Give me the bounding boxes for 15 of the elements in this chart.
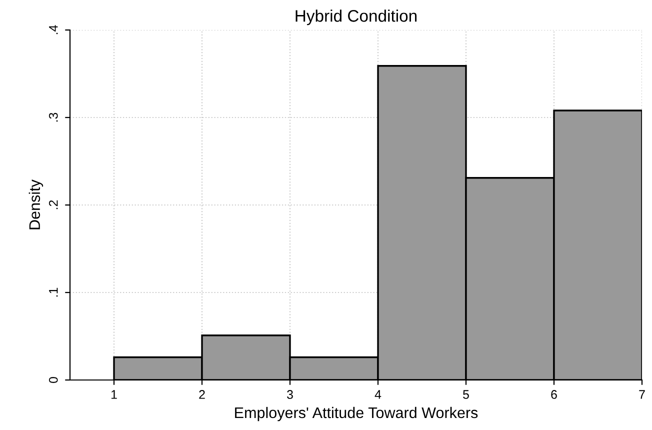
x-tick-label: 4 xyxy=(374,390,382,399)
y-tick-label: .4 xyxy=(49,25,58,34)
y-tick-label: .1 xyxy=(49,288,58,297)
y-tick-label: .3 xyxy=(48,112,58,122)
x-axis-title: Employers' Attitude Toward Workers xyxy=(235,406,478,422)
y-tick-label: .2 xyxy=(48,200,58,210)
y-axis-title: Density xyxy=(28,180,44,230)
x-tick-label: 5 xyxy=(463,390,469,399)
x-tick-label: 2 xyxy=(199,390,205,399)
x-tick-label: 6 xyxy=(551,390,557,399)
x-tick-label: 7 xyxy=(639,390,645,399)
x-tick-label: 3 xyxy=(287,390,293,399)
x-tick-label: 1 xyxy=(111,390,117,399)
chart-title: Hybrid Condition xyxy=(296,10,417,26)
y-tick-label: 0 xyxy=(48,377,58,383)
